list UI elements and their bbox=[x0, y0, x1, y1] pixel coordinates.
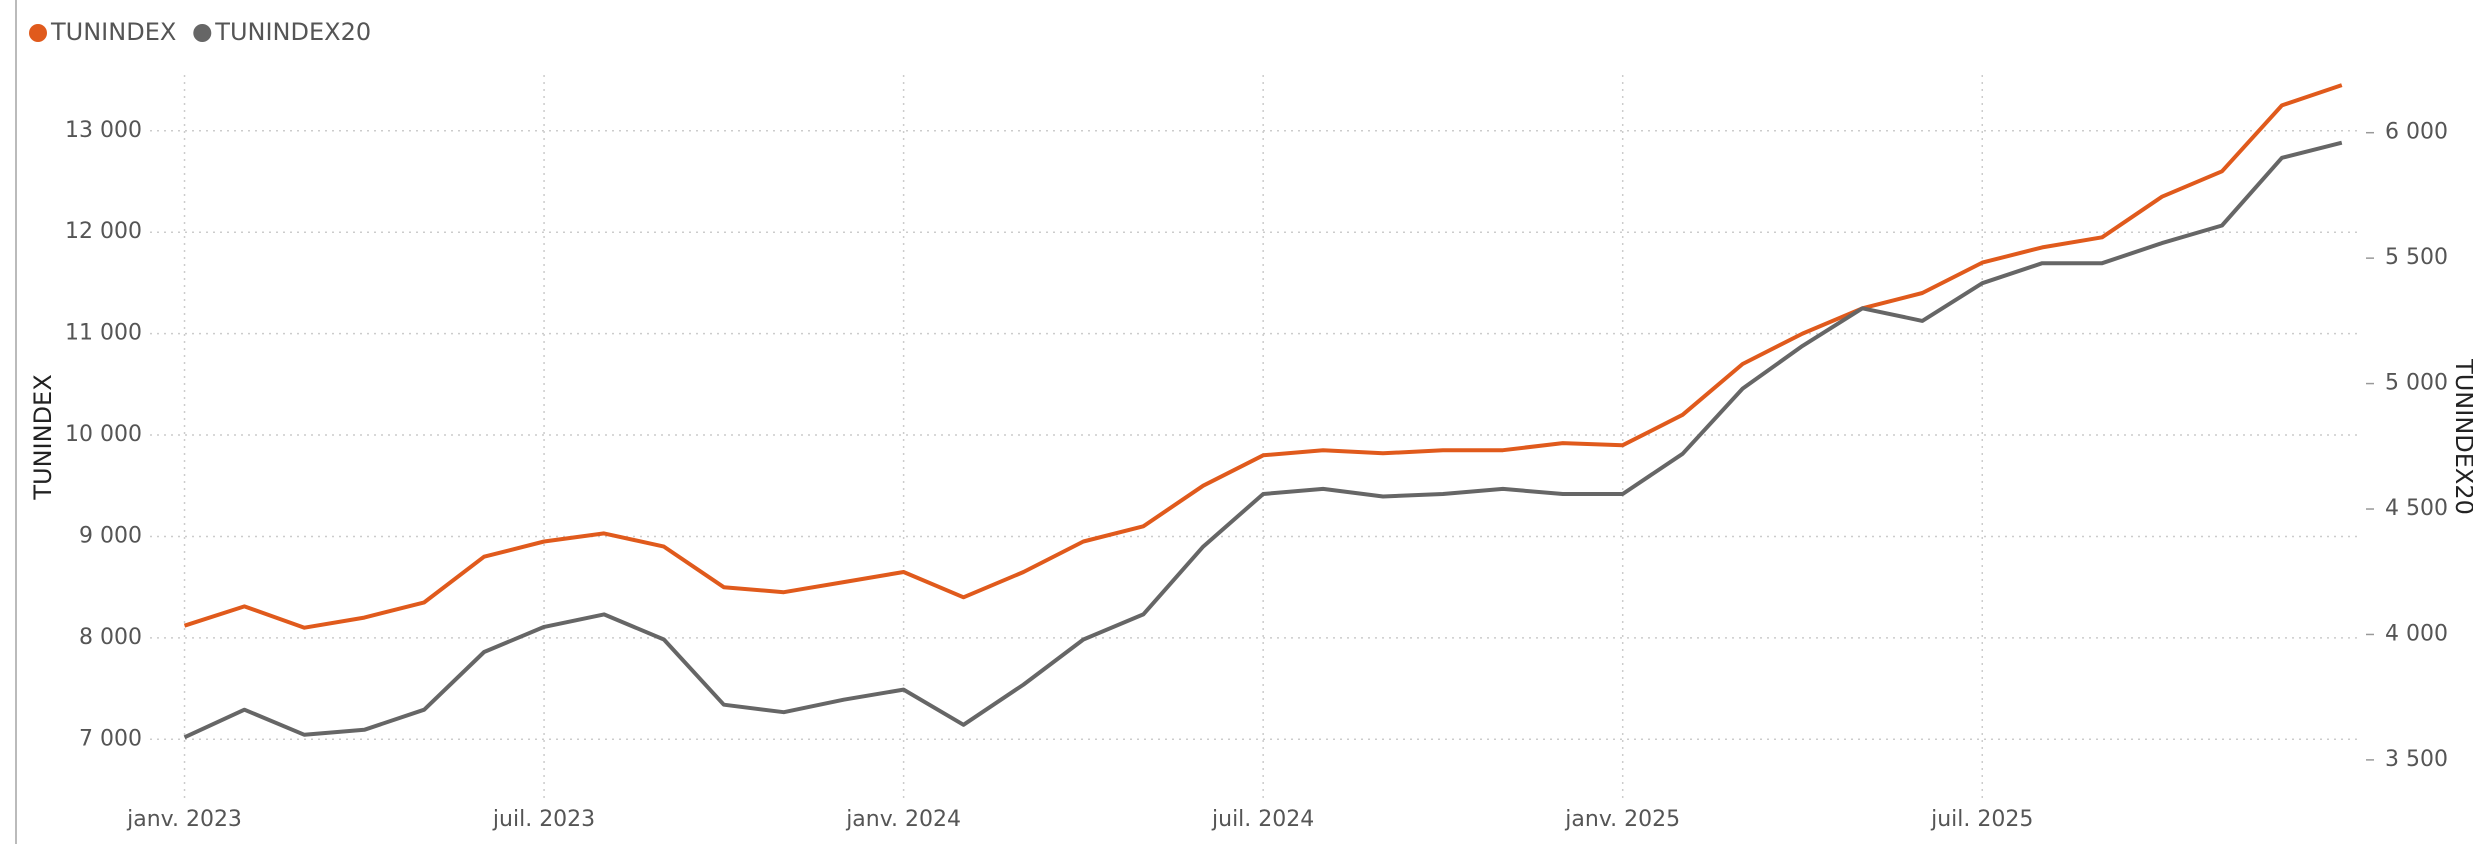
x-tick-label: janv. 2025 bbox=[1564, 807, 1680, 832]
legend-label: TUNINDEX bbox=[50, 18, 176, 46]
y-tick-label: 8 000 bbox=[79, 625, 142, 650]
y2-tick-label: 4 500 bbox=[2385, 496, 2448, 521]
y-tick-label: 10 000 bbox=[65, 422, 142, 447]
y-axis-title: TUNINDEX bbox=[29, 374, 57, 500]
y2-tick-label: 5 000 bbox=[2385, 371, 2448, 396]
legend-marker bbox=[29, 24, 47, 42]
y2-tick-label: 3 500 bbox=[2385, 747, 2448, 772]
y-tick-label: 7 000 bbox=[79, 726, 142, 751]
y2-axis-title: TUNINDEX20 bbox=[2450, 358, 2473, 515]
series-line bbox=[183, 140, 2343, 740]
series-line bbox=[183, 83, 2343, 630]
y-tick-label: 12 000 bbox=[65, 219, 142, 244]
y-tick-label: 13 000 bbox=[65, 118, 142, 143]
legend-marker bbox=[193, 24, 212, 42]
y2-tick-label: 6 000 bbox=[2385, 120, 2448, 145]
legend-label: TUNINDEX20 bbox=[214, 18, 371, 46]
x-tick-label: juil. 2023 bbox=[492, 807, 595, 832]
y-tick-label: 11 000 bbox=[65, 321, 142, 346]
x-tick-label: juil. 2024 bbox=[1211, 807, 1314, 832]
y-tick-label: 9 000 bbox=[79, 523, 142, 548]
y2-tick-label: 5 500 bbox=[2385, 245, 2448, 270]
x-tick-label: juil. 2025 bbox=[1930, 807, 2033, 832]
x-tick-label: janv. 2024 bbox=[845, 807, 961, 832]
x-tick-label: janv. 2023 bbox=[126, 807, 242, 832]
y2-tick-label: 4 000 bbox=[2385, 621, 2448, 646]
